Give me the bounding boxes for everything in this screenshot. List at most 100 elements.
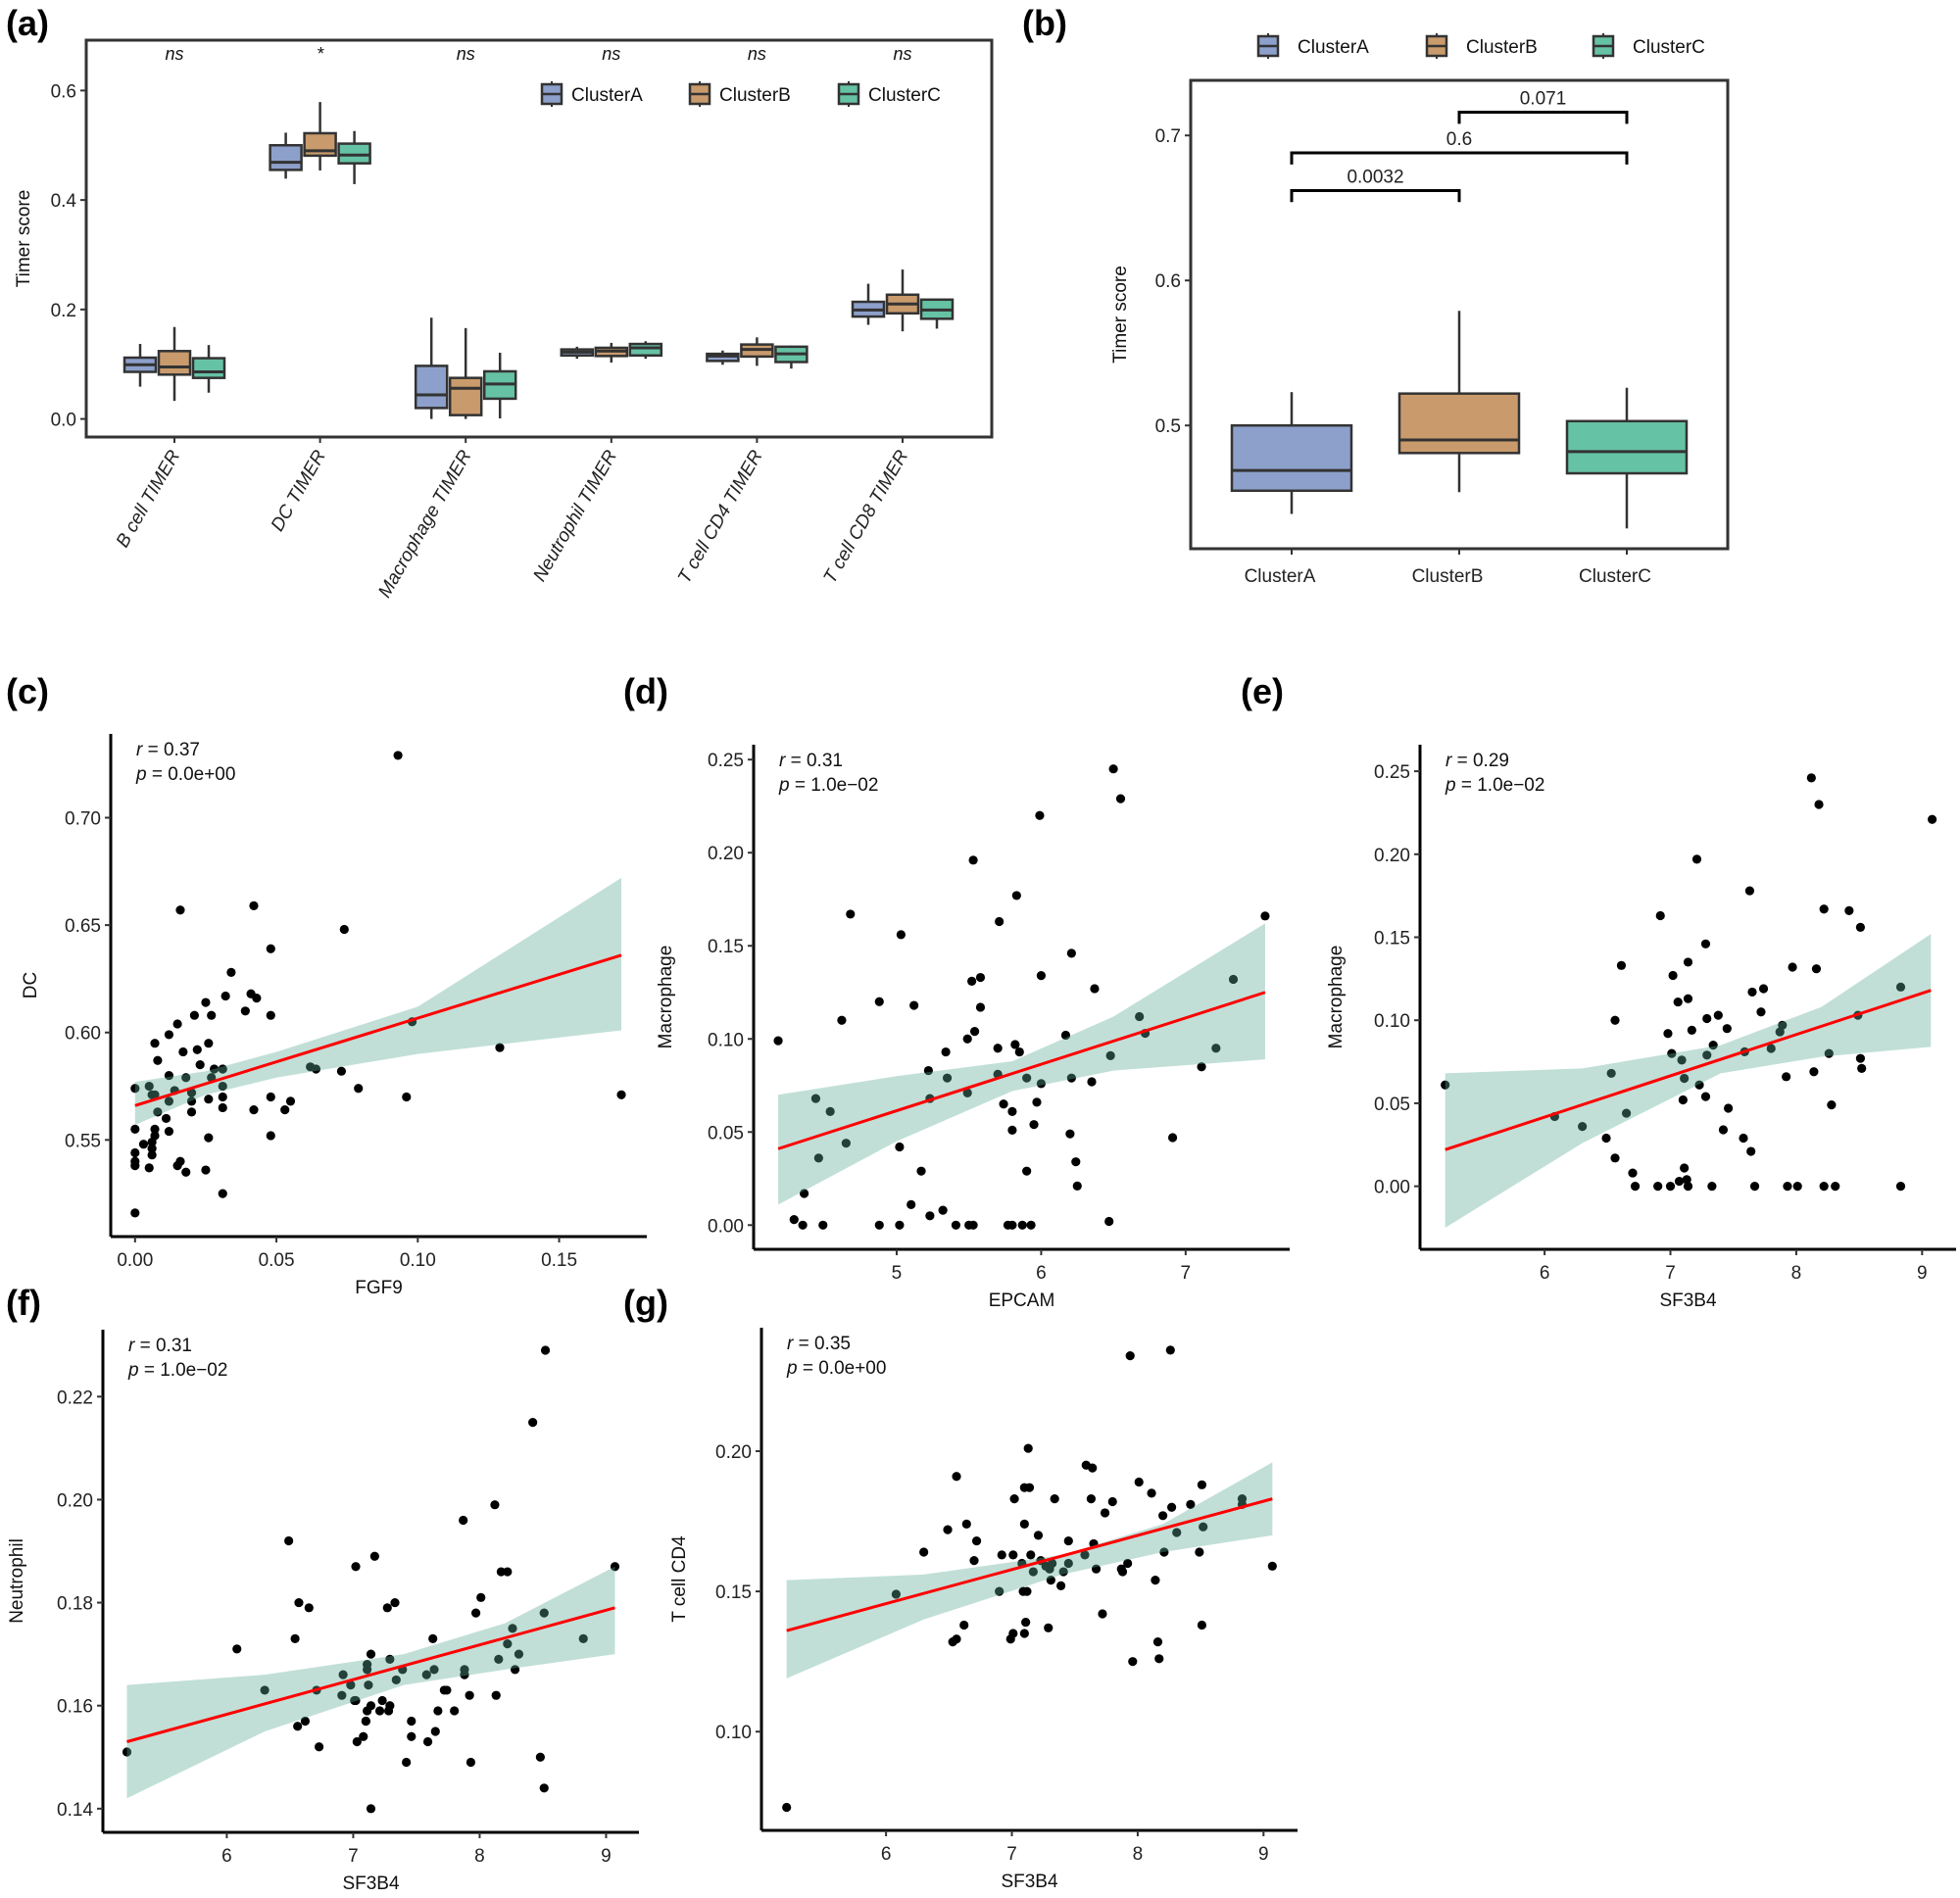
legend-label: ClusterC — [868, 85, 941, 106]
data-point — [1091, 1564, 1102, 1574]
legend-label: ClusterA — [1298, 37, 1369, 58]
data-point — [1028, 1567, 1038, 1577]
data-point — [249, 900, 259, 910]
legend-key-ClusterA — [1256, 33, 1280, 59]
data-point — [1197, 1480, 1207, 1489]
r-value: 0.37 — [164, 740, 200, 760]
data-point — [798, 1220, 808, 1230]
data-point — [421, 1670, 431, 1679]
data-point — [1758, 984, 1769, 994]
box-iqr — [628, 342, 663, 358]
box-ClusterA — [1230, 392, 1353, 514]
data-point — [1814, 800, 1824, 809]
data-point — [1063, 1558, 1073, 1569]
data-point — [459, 1515, 468, 1526]
data-point — [1691, 854, 1702, 864]
r-symbol: r — [787, 1334, 794, 1354]
p-symbol: p — [1445, 775, 1456, 796]
data-point — [1071, 1157, 1081, 1167]
data-point — [1022, 1586, 1032, 1596]
data-point — [351, 1695, 361, 1706]
data-point — [1809, 1067, 1819, 1077]
r-annotation: r = 0.31 — [128, 1336, 192, 1356]
data-point — [1007, 1220, 1017, 1230]
data-point — [1673, 997, 1683, 1007]
data-point — [201, 998, 211, 1007]
data-point — [1108, 764, 1118, 774]
data-point — [496, 1567, 506, 1577]
data-point — [1749, 1182, 1760, 1192]
data-point — [1167, 1133, 1178, 1143]
data-point — [1056, 1581, 1066, 1590]
data-point — [491, 1690, 501, 1700]
p-annotation: p = 1.0e−02 — [778, 775, 878, 796]
comparison-bracket — [1457, 111, 1629, 124]
r-value: 0.31 — [156, 1336, 192, 1356]
legend-label: ClusterB — [719, 85, 791, 106]
equals: = — [1456, 775, 1478, 796]
data-point — [266, 1092, 275, 1102]
data-point — [1578, 1122, 1588, 1132]
box-ClusterB — [303, 102, 337, 170]
equals: = — [142, 740, 164, 760]
data-point — [528, 1418, 538, 1428]
data-point — [975, 1002, 986, 1012]
data-point — [1036, 971, 1047, 981]
data-point — [172, 1019, 182, 1029]
data-point — [465, 1690, 474, 1700]
data-point — [1019, 1629, 1029, 1638]
data-point — [293, 1722, 303, 1731]
p-annotation: p = 1.0e−02 — [1445, 775, 1544, 796]
data-point — [1090, 984, 1100, 994]
y-tick-label: 0.2 — [51, 301, 76, 321]
data-point — [1024, 1483, 1035, 1492]
x-tick-label: 0.15 — [541, 1250, 577, 1271]
data-point — [1667, 1048, 1677, 1058]
data-point — [218, 1081, 227, 1092]
legend-key-ClusterA — [540, 81, 564, 107]
y-tick-label: 0.20 — [715, 1442, 752, 1463]
y-tick-label: 0.22 — [57, 1387, 93, 1408]
data-point — [195, 1060, 205, 1070]
x-tick-label: 5 — [892, 1263, 903, 1284]
data-point — [999, 1099, 1008, 1109]
data-point — [818, 1220, 828, 1230]
data-point — [1819, 904, 1829, 914]
data-point — [1824, 1048, 1834, 1058]
significance-label: ns — [748, 44, 766, 64]
data-point — [969, 1556, 979, 1566]
x-tick-label: 6 — [221, 1846, 232, 1867]
y-tick-label: 0.15 — [708, 937, 744, 957]
box-ClusterA — [560, 346, 595, 360]
data-point — [1172, 1528, 1182, 1537]
data-point — [377, 1695, 387, 1706]
confidence-band — [778, 923, 1265, 1205]
data-point — [382, 1603, 392, 1613]
panel-a: (a) 0.0 0.2 0.4 0.6 Timer score B cell TIMER ns… — [6, 3, 994, 602]
data-point — [916, 1166, 926, 1176]
regression-line — [126, 1606, 615, 1743]
data-point — [1211, 1044, 1221, 1053]
data-point — [304, 1603, 314, 1613]
data-point — [1026, 1220, 1036, 1230]
data-point — [1677, 1055, 1687, 1065]
x-tick-label: Neutrophil TIMER — [529, 447, 621, 586]
legend-label: ClusterB — [1466, 37, 1538, 58]
data-point — [266, 1010, 275, 1020]
data-point — [773, 1036, 783, 1046]
data-point — [1630, 1182, 1641, 1192]
box-ClusterB — [1397, 311, 1521, 493]
data-point — [874, 997, 884, 1006]
data-point — [1195, 1547, 1204, 1557]
data-point — [1135, 1011, 1145, 1022]
r-value: 0.35 — [814, 1334, 851, 1354]
data-point — [407, 1716, 416, 1727]
data-point — [1154, 1654, 1164, 1664]
data-point — [476, 1592, 486, 1602]
data-point — [1035, 810, 1045, 820]
data-point — [407, 1731, 416, 1741]
data-point — [1065, 1129, 1075, 1139]
significance-label: ns — [893, 44, 911, 64]
significance-label: ns — [602, 44, 620, 64]
data-point — [1694, 1080, 1704, 1090]
